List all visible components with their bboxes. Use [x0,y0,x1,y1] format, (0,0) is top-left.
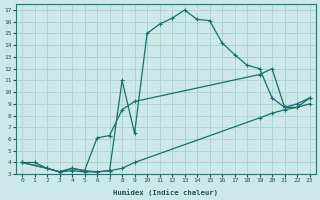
X-axis label: Humidex (Indice chaleur): Humidex (Indice chaleur) [113,189,218,196]
